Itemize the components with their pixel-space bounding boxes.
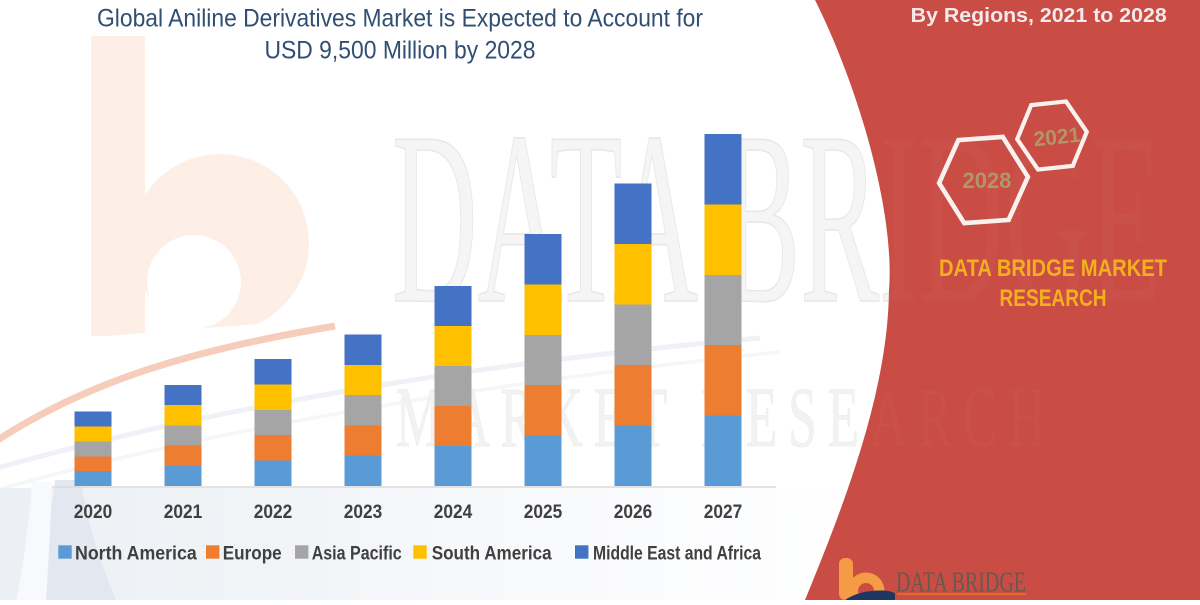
svg-text:2024: 2024 bbox=[434, 502, 473, 523]
svg-text:South America: South America bbox=[432, 544, 552, 565]
svg-text:2027: 2027 bbox=[704, 502, 743, 523]
svg-text:Global Aniline Derivatives Mar: Global Aniline Derivatives Market is Exp… bbox=[97, 6, 703, 33]
svg-text:By Regions, 2021 to 2028: By Regions, 2021 to 2028 bbox=[911, 4, 1167, 27]
svg-text:2023: 2023 bbox=[344, 502, 383, 523]
svg-text:RESEARCH: RESEARCH bbox=[1000, 285, 1107, 312]
svg-text:2020: 2020 bbox=[74, 502, 113, 523]
svg-text:2022: 2022 bbox=[254, 502, 293, 523]
svg-text:Middle East and Africa: Middle East and Africa bbox=[593, 544, 761, 565]
svg-text:2021: 2021 bbox=[1033, 124, 1082, 152]
svg-text:USD 9,500 Million by 2028: USD 9,500 Million by 2028 bbox=[265, 38, 536, 65]
svg-text:Europe: Europe bbox=[223, 544, 282, 565]
svg-text:2028: 2028 bbox=[963, 168, 1012, 193]
svg-text:Asia Pacific: Asia Pacific bbox=[312, 544, 402, 565]
svg-text:2025: 2025 bbox=[524, 502, 563, 523]
svg-text:DATA BRIDGE MARKET: DATA BRIDGE MARKET bbox=[939, 255, 1167, 282]
svg-text:2026: 2026 bbox=[614, 502, 653, 523]
svg-text:North America: North America bbox=[75, 544, 197, 565]
svg-text:2021: 2021 bbox=[164, 502, 203, 523]
